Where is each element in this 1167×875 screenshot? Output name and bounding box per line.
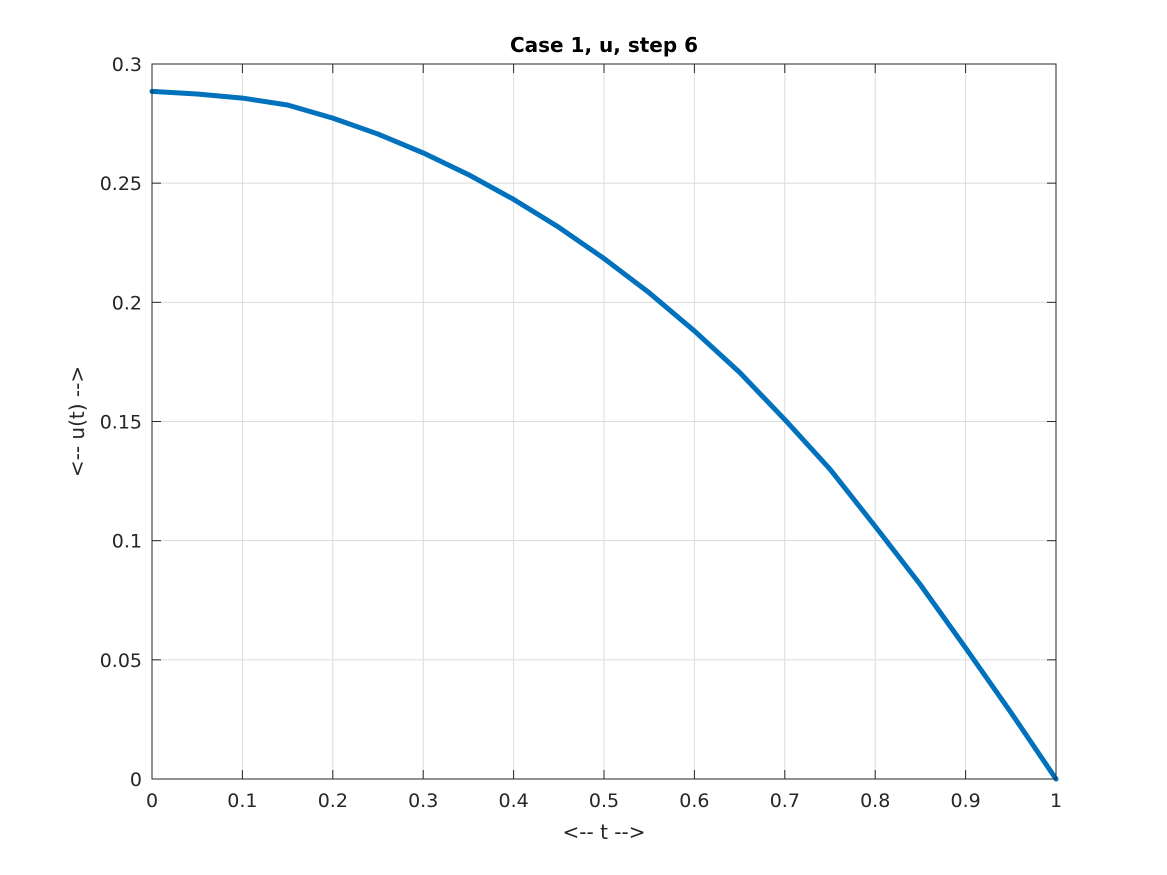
- y-tick-label: 0.3: [112, 54, 142, 76]
- x-tick-label: 0.8: [860, 790, 890, 812]
- x-tick-label: 1: [1050, 790, 1062, 812]
- x-tick-label: 0.2: [318, 790, 348, 812]
- axis-ticks: [151, 63, 1057, 780]
- x-tick-label: 0.1: [227, 790, 257, 812]
- x-tick-label: 0: [146, 790, 158, 812]
- y-tick-label: 0.05: [100, 650, 142, 672]
- x-tick-label: 0.6: [679, 790, 709, 812]
- x-tick-label: 0.4: [498, 790, 528, 812]
- series-line: [149, 88, 1059, 782]
- y-tick-label: 0.15: [100, 412, 142, 434]
- x-tick-label: 0.7: [770, 790, 800, 812]
- x-tick-label: 0.3: [408, 790, 438, 812]
- y-tick-label: 0: [130, 769, 142, 791]
- y-tick-label: 0.25: [100, 173, 142, 195]
- chart-title: Case 1, u, step 6: [510, 33, 698, 57]
- y-tick-label: 0.2: [112, 292, 142, 314]
- x-tick-label: 0.9: [950, 790, 980, 812]
- tick-labels: 0 0.1 0.2 0.3 0.4 0.5 0.6 0.7 0.8 0.9 1 0 0.05 0.1 0.1…: [100, 54, 1062, 812]
- x-axis-label: <-- t -->: [563, 820, 646, 844]
- series-layer: [149, 88, 1059, 782]
- x-tick-label: 0.5: [589, 790, 619, 812]
- y-axis-label: <-- u(t) -->: [65, 366, 89, 477]
- y-tick-label: 0.1: [112, 531, 142, 553]
